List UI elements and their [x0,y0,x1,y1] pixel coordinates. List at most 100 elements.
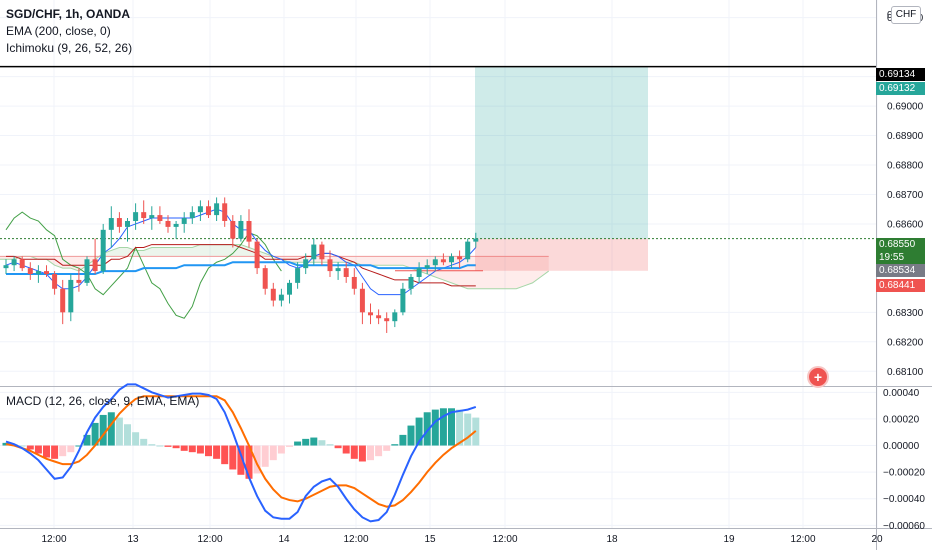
macd-histogram-bar-16 [132,432,140,446]
candle-body-39 [319,244,325,260]
cloud-segment-58 [378,256,387,266]
cloud-segment-56 [362,256,371,266]
candle-body-44 [359,288,365,313]
candle-body-5 [44,271,49,275]
macd-histogram-bar-7 [59,445,67,457]
macd-histogram-bar-29 [237,445,245,475]
time-axis-label-9: 12:00 [790,534,815,545]
macd-histogram-bar-50 [407,425,415,446]
cloud-segment-78 [540,256,549,277]
target-price-tag: 0.69132 [876,82,925,95]
candle-body-18 [149,215,155,219]
time-axis-label-1: 13 [127,534,139,545]
ichimoku-legend[interactable]: Ichimoku (9, 26, 52, 26) [6,41,133,55]
cloud-segment-71 [483,256,492,289]
macd-histogram-bar-4 [34,445,42,454]
macd-histogram-bar-32 [261,445,269,467]
macd-histogram-bar-9 [75,445,83,447]
candle-body-51 [416,268,422,277]
macd-histogram-bar-46 [375,445,383,457]
cloud-segment-41 [240,244,249,257]
add-alert-button[interactable]: + [807,366,829,388]
macd-axis-label-3: −0.00020 [883,468,925,479]
cloud-segment-70 [475,256,484,289]
price-axis-label-3: 0.68900 [887,131,924,142]
macd-axis-label-2: 0.00000 [883,441,920,452]
macd-histogram-bar-14 [115,417,123,446]
cloud-segment-73 [500,256,509,289]
candle-body-41 [335,268,341,272]
candle-body-57 [465,241,471,260]
macd-histogram-bar-48 [391,444,399,446]
macd-histogram-bar-2 [18,445,26,447]
candle-body-53 [432,259,438,266]
symbol-title[interactable]: SGD/CHF, 1h, OANDA [6,7,131,21]
candle-body-24 [197,206,203,213]
macd-histogram-bar-18 [148,444,156,446]
candle-body-0 [3,265,9,269]
target-line-price-tag: 0.69134 [876,68,925,81]
candle-body-56 [457,256,463,260]
candle-body-55 [449,256,454,263]
cloud-segment-37 [208,244,217,257]
macd-histogram-bar-21 [172,445,180,449]
macd-histogram-bar-44 [358,445,366,462]
cloud-segment-30 [151,247,160,257]
cloud-segment-77 [532,256,541,283]
candle-body-45 [368,312,373,316]
cloud-segment-35 [192,244,201,257]
cloud-segment-17 [46,256,55,266]
candle-body-27 [222,203,228,221]
macd-histogram-bar-38 [310,437,318,446]
macd-histogram-bar-34 [277,445,285,454]
macd-histogram-bar-40 [326,444,334,446]
ema-legend[interactable]: EMA (200, close, 0) [6,24,111,38]
candle-body-17 [141,212,147,219]
cloud-segment-66 [443,256,452,283]
stop-price-tag: 0.68441 [876,279,925,292]
price-axis-label-5: 0.68700 [887,190,924,201]
cloud-segment-38 [216,244,225,257]
position-profit-zone [475,67,648,239]
macd-histogram-bar-12 [99,414,107,446]
macd-legend-label[interactable]: MACD (12, 26, close, 9, EMA, EMA) [6,394,200,408]
candle-body-54 [440,259,446,263]
macd-histogram-bar-54 [439,408,447,446]
macd-axis-label-5: −0.00060 [883,521,925,532]
macd-histogram-bar-3 [26,445,34,450]
candle-body-50 [408,276,414,289]
candle-body-35 [287,282,292,295]
cloud-segment-59 [386,256,395,266]
signal-line [5,395,477,508]
candle-body-34 [278,294,284,301]
cloud-segment-54 [346,256,355,263]
candle-body-48 [392,312,398,322]
macd-histogram-bar-55 [448,408,455,446]
time-axis-label-7: 18 [606,534,618,545]
macd-axis-label-1: 0.00020 [883,414,920,425]
macd-histogram-bar-28 [229,445,237,470]
macd-histogram-bar-57 [464,413,472,446]
candle-body-33 [270,288,276,301]
candle-body-42 [343,268,349,277]
macd-histogram-bar-13 [107,412,115,446]
current-price-tag: 0.68550 [876,238,925,251]
cloud-segment-12 [6,256,15,260]
candle-body-4 [35,271,41,275]
candle-body-7 [60,288,66,313]
candle-body-20 [165,220,171,227]
macd-histogram-bar-45 [367,445,374,461]
candle-body-31 [254,241,260,269]
price-axis-label-9: 0.68100 [887,367,924,378]
macd-histogram-bar-33 [269,445,277,461]
macd-histogram-bar-49 [399,434,407,446]
macd-histogram-bar-5 [43,445,50,458]
candle-body-3 [27,268,33,275]
candle-body-58 [473,238,479,242]
currency-badge[interactable]: CHF [891,6,921,24]
cloud-segment-36 [200,244,209,257]
price-axis-label-4: 0.68800 [887,161,924,172]
candle-body-14 [116,218,122,227]
